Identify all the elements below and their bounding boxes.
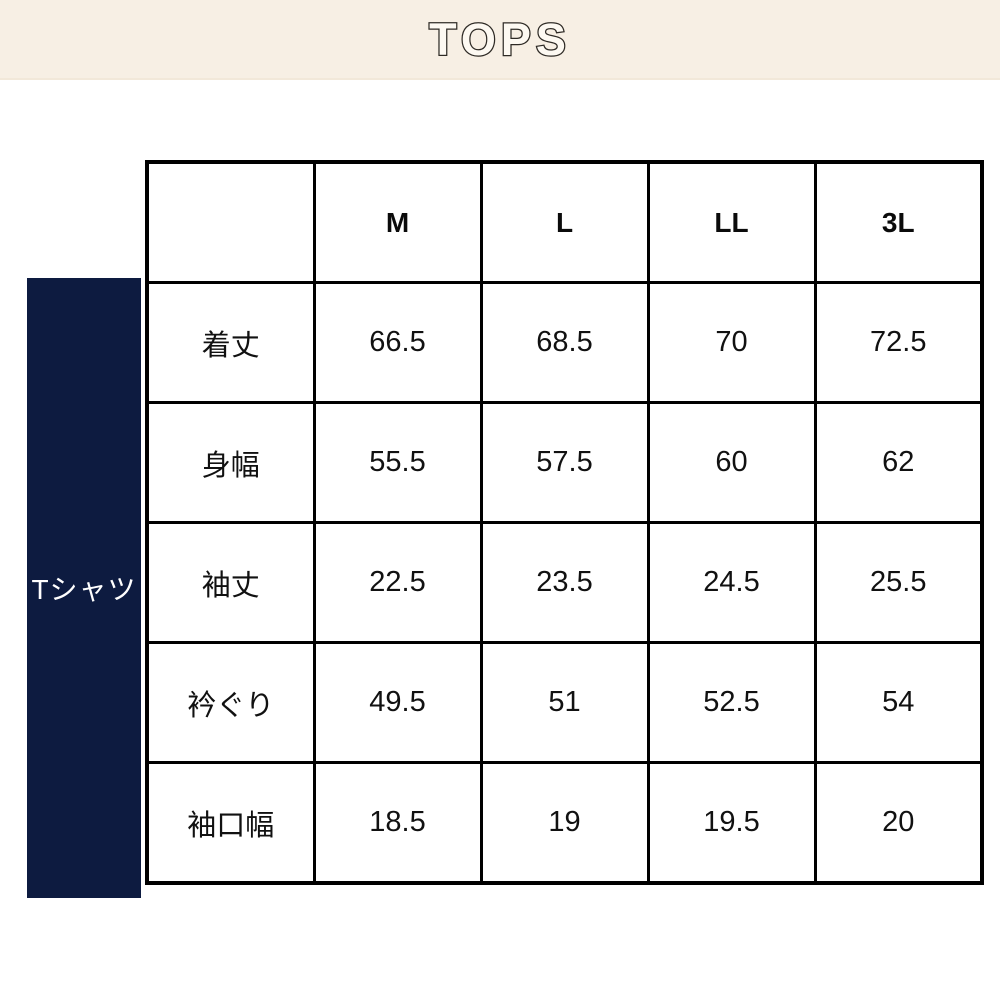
size-value-cell: 25.5 [813, 521, 984, 644]
corner-cell [145, 160, 316, 284]
size-value-cell: 22.5 [312, 521, 483, 644]
column-header-l: L [479, 160, 650, 284]
table-header-row: M L LL 3L [145, 160, 984, 284]
size-value-cell: 60 [646, 401, 817, 524]
table-row-sleeve-length: 袖丈 22.5 23.5 24.5 25.5 [145, 521, 984, 644]
row-label-neckline: 衿ぐり [145, 641, 316, 764]
size-value-cell: 54 [813, 641, 984, 764]
row-label-body-width: 身幅 [145, 401, 316, 524]
row-label-body-length: 着丈 [145, 281, 316, 404]
category-label-bar: Tシャツ [27, 278, 141, 898]
page-title: TOPS [428, 13, 571, 65]
table-row-body-width: 身幅 55.5 57.5 60 62 [145, 401, 984, 524]
size-value-cell: 57.5 [479, 401, 650, 524]
size-value-cell: 72.5 [813, 281, 984, 404]
size-value-cell: 66.5 [312, 281, 483, 404]
table-row-body-length: 着丈 66.5 68.5 70 72.5 [145, 281, 984, 404]
size-value-cell: 19 [479, 761, 650, 885]
table-row-neckline: 衿ぐり 49.5 51 52.5 54 [145, 641, 984, 764]
size-value-cell: 51 [479, 641, 650, 764]
size-value-cell: 68.5 [479, 281, 650, 404]
size-value-cell: 24.5 [646, 521, 817, 644]
size-value-cell: 52.5 [646, 641, 817, 764]
category-label: Tシャツ [31, 574, 137, 605]
column-header-3l: 3L [813, 160, 984, 284]
size-value-cell: 19.5 [646, 761, 817, 885]
size-chart-table: M L LL 3L 着丈 66.5 68.5 70 72.5 身幅 55.5 5… [145, 160, 984, 885]
table-row-cuff-width: 袖口幅 18.5 19 19.5 20 [145, 761, 984, 885]
column-header-ll: LL [646, 160, 817, 284]
row-label-sleeve-length: 袖丈 [145, 521, 316, 644]
size-value-cell: 49.5 [312, 641, 483, 764]
size-value-cell: 18.5 [312, 761, 483, 885]
size-value-cell: 62 [813, 401, 984, 524]
column-header-m: M [312, 160, 483, 284]
size-value-cell: 55.5 [312, 401, 483, 524]
size-value-cell: 23.5 [479, 521, 650, 644]
size-value-cell: 20 [813, 761, 984, 885]
size-value-cell: 70 [646, 281, 817, 404]
header-banner: TOPS [0, 0, 1000, 80]
row-label-cuff-width: 袖口幅 [145, 761, 316, 885]
